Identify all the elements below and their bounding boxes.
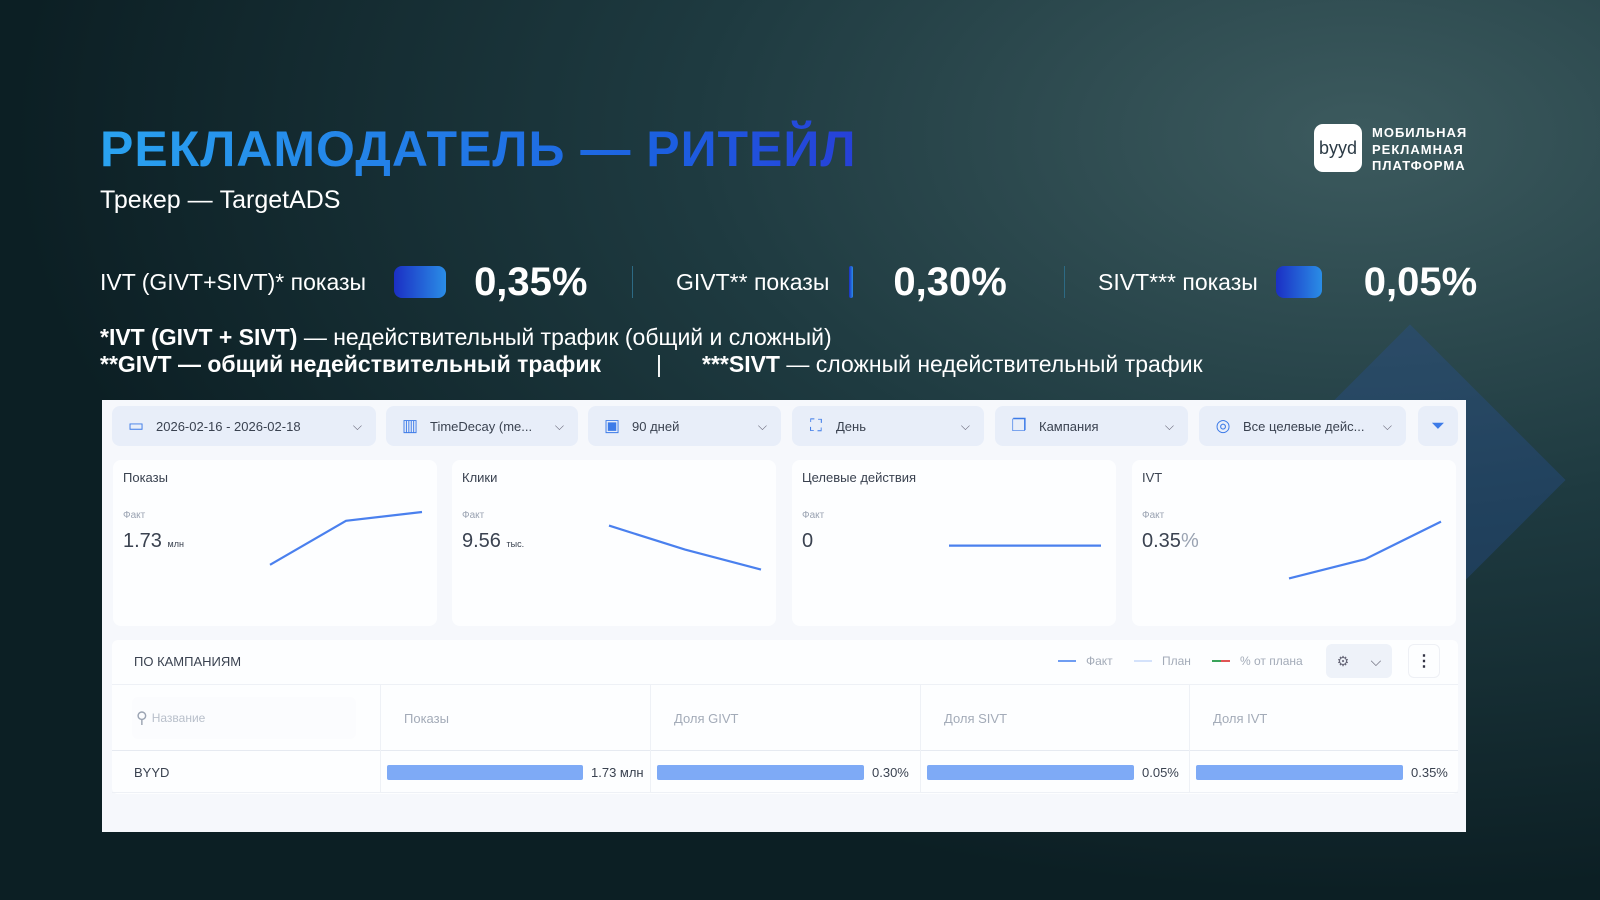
byyd-logo: byyd: [1314, 124, 1362, 172]
metric-value: 0,05%: [1363, 259, 1478, 304]
metric-label: SIVT*** показы: [1098, 268, 1258, 295]
search-icon: ⚲: [136, 710, 148, 727]
footnote-separator: |: [656, 351, 662, 377]
metric-givt: GIVT** показы 0,30%: [676, 259, 1007, 304]
metric-label: IVT (GIVT+SIVT)* показы: [100, 268, 367, 295]
column-header[interactable]: Доля SIVT: [920, 685, 1189, 751]
metric-ivt: IVT (GIVT+SIVT)* показы 0,35%: [100, 259, 588, 304]
chevron-down-icon: ⌵: [554, 418, 564, 433]
card-value: 0.35%: [1142, 530, 1199, 552]
filter-button[interactable]: ⏷: [1418, 406, 1458, 446]
fact-label: Факт: [802, 510, 825, 521]
attribution-model-select[interactable]: ▥ TimeDecay (me... ⌵: [386, 406, 578, 446]
card-impressions: Показы Факт 1.73 млн: [113, 460, 437, 626]
value-bar: [657, 764, 864, 780]
table-header: ⚲ Название Показы Доля GIVT Доля SIVT Дол…: [112, 684, 1458, 751]
value-bar: [927, 764, 1134, 780]
cell-givt: 0.30%: [650, 751, 920, 793]
card-value: 0: [802, 530, 814, 552]
logo-line: МОБИЛЬНАЯ: [1372, 125, 1468, 140]
card-target-actions: Целевые действия Факт 0: [792, 460, 1116, 626]
campaign-icon: ❐: [1011, 416, 1027, 435]
chevron-down-icon: ⌵: [1370, 652, 1382, 669]
card-value: 1.73 млн: [123, 530, 184, 552]
sparkline: [949, 544, 1101, 547]
sparkline-line: [269, 510, 423, 566]
fact-label: Факт: [462, 510, 485, 521]
chevron-down-icon: ⌵: [757, 418, 767, 433]
card-title: IVT: [1142, 470, 1163, 485]
column-header[interactable]: Доля IVT: [1189, 685, 1458, 751]
chevron-down-icon: ⌵: [960, 418, 970, 433]
cell-ivt: 0.35%: [1189, 751, 1458, 793]
card-ivt: IVT Факт 0.35%: [1132, 460, 1456, 626]
sparkline: [269, 510, 423, 566]
metric-indicator: [1275, 266, 1322, 298]
fact-label: Факт: [123, 510, 146, 521]
value-bar: [387, 764, 583, 780]
legend-fact[interactable]: Факт: [1058, 654, 1113, 668]
table-row[interactable]: BYYD 1.73 млн 0.30% 0.05% 0.35%: [112, 751, 1458, 793]
sparkline: [608, 524, 762, 571]
chevron-down-icon: ⌵: [352, 418, 362, 433]
fact-label: Факт: [1142, 510, 1165, 521]
legend-percent-plan[interactable]: % от плана: [1212, 654, 1303, 668]
sparkline: [1288, 520, 1442, 580]
grouping-select[interactable]: ❐ Кампания ⌵: [995, 406, 1188, 446]
search-placeholder: Название: [151, 711, 206, 725]
metric-indicator: [849, 266, 854, 298]
filter-icon: ⏷: [1431, 416, 1445, 435]
target-icon: ◎: [1215, 416, 1231, 435]
footnote-givt: **GIVT — общий недействительный трафик: [100, 351, 601, 377]
footnote-ivt: *IVT (GIVT + SIVT) — недействительный тр…: [100, 324, 832, 350]
cell-impressions: 1.73 млн: [380, 751, 650, 793]
chevron-down-icon: ⌵: [1164, 418, 1174, 433]
page-subtitle: Трекер — TargetADS: [100, 186, 341, 214]
granularity-icon: ⛶: [810, 416, 822, 435]
campaigns-table-section: ПО КАМПАНИЯМ Факт План % от плана ⚙ ⌵ ⋮ ⚲…: [112, 640, 1458, 794]
logo-text: МОБИЛЬНАЯ РЕКЛАМНАЯ ПЛАТФОРМА: [1372, 125, 1467, 175]
gear-icon: ⚙: [1336, 652, 1350, 669]
more-options-button[interactable]: ⋮: [1408, 644, 1440, 678]
card-title: Показы: [123, 470, 168, 485]
period-icon: ▣: [603, 416, 621, 435]
column-header[interactable]: Доля GIVT: [650, 685, 920, 751]
logo-line: РЕКЛАМНАЯ: [1372, 141, 1464, 157]
sparkline-line: [1288, 520, 1442, 580]
date-range-select[interactable]: ▭ 2026-02-16 - 2026-02-18 ⌵: [112, 406, 376, 446]
chevron-down-icon: ⌵: [1382, 418, 1392, 433]
more-vertical-icon: ⋮: [1416, 653, 1432, 670]
calendar-icon: ▭: [127, 416, 145, 435]
metric-value: 0,30%: [893, 259, 1007, 304]
divider: [1064, 266, 1065, 298]
dashboard-panel: ▭ 2026-02-16 - 2026-02-18 ⌵ ▥ TimeDecay (me…: [102, 400, 1466, 832]
card-value: 9.56 тыс.: [462, 530, 525, 552]
footnote-sivt: ***SIVT — сложный недействительный трафи…: [702, 351, 1203, 377]
metric-sivt: SIVT*** показы 0,05%: [1098, 259, 1478, 304]
settings-button[interactable]: ⚙ ⌵: [1326, 644, 1392, 678]
period-select[interactable]: ▣ 90 дней ⌵: [588, 406, 781, 446]
metric-indicator: [394, 266, 447, 298]
name-search-input[interactable]: ⚲ Название: [132, 697, 356, 739]
target-actions-select[interactable]: ◎ Все целевые дейс... ⌵: [1199, 406, 1406, 446]
card-title: Клики: [462, 470, 498, 485]
section-title: ПО КАМПАНИЯМ: [134, 654, 242, 669]
logo-line: ПЛАТФОРМА: [1372, 158, 1466, 173]
metric-value: 0,35%: [474, 259, 588, 304]
value-bar: [1196, 764, 1403, 780]
legend-plan[interactable]: План: [1134, 654, 1191, 668]
card-clicks: Клики Факт 9.56 тыс.: [452, 460, 776, 626]
sparkline-line: [608, 524, 762, 571]
card-title: Целевые действия: [802, 470, 917, 485]
metric-label: GIVT** показы: [676, 268, 830, 295]
campaign-name: BYYD: [134, 764, 170, 780]
column-header[interactable]: Показы: [380, 685, 650, 751]
page-title: РЕКЛАМОДАТЕЛЬ — РИТЕЙЛ: [100, 121, 857, 177]
divider: [632, 266, 633, 298]
bar-chart-icon: ▥: [401, 416, 419, 435]
granularity-select[interactable]: ⛶ День ⌵: [792, 406, 984, 446]
cell-sivt: 0.05%: [920, 751, 1189, 793]
